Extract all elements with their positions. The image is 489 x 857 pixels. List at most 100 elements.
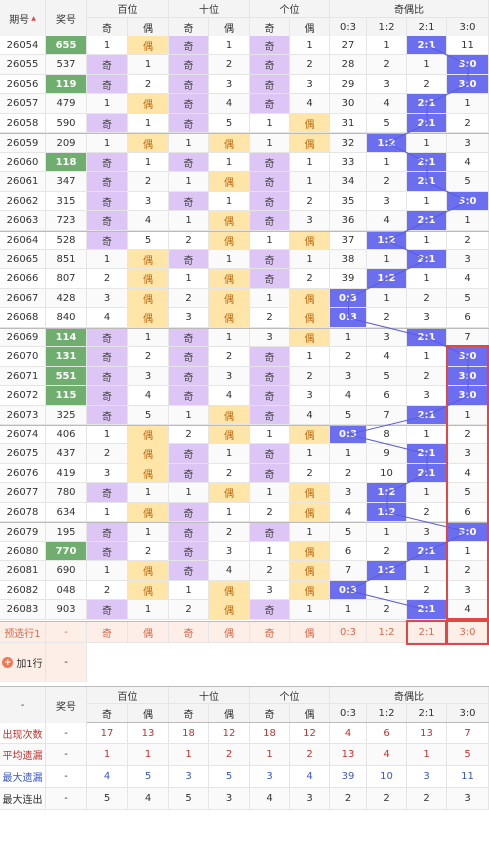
ratio-cell: 2:1 [407,406,447,424]
predict-option[interactable]: 偶 [128,622,169,642]
ratio-cell: 3 [367,75,407,93]
ratio-cell: 2:1 [407,153,447,171]
ratio-cell: 4 [367,347,407,366]
digit-parity-cell: 1 [87,561,128,580]
ratio-cell: 7 [330,561,367,580]
predict-option[interactable]: 偶 [209,622,250,642]
digit-parity-cell: 偶 [128,250,169,268]
period-cell: 26081 [0,561,46,580]
ratio-cell: 28 [330,55,367,74]
ratio-cell: 4 [367,211,407,230]
footer-group-header: 个位 [250,687,330,704]
ratio-cell: 4 [330,503,367,521]
stat-label: 平均遗漏 [0,744,46,765]
digit-parity-cell: 1 [87,94,128,113]
ratio-cell: 0:3 [330,426,367,443]
data-row: 26063 723 奇 4 1 偶奇 3 36 4 2:1 1 [0,211,489,231]
digit-parity-cell: 3 [128,192,169,210]
digit-parity-cell: 奇 [250,367,290,385]
digit-parity-cell: 奇 [169,347,209,366]
predict-option[interactable]: 0:3 [330,622,367,642]
digit-parity-cell: 1 [169,134,209,152]
plus-circle-icon[interactable]: + [2,657,14,668]
ratio-cell: 3:0 [447,192,489,210]
stat-value: 10 [367,766,407,787]
digit-parity-cell: 2 [290,367,330,385]
ratio-cell: 5 [330,523,367,541]
award-number: 115 [46,386,87,405]
digit-parity-cell: 奇 [87,172,128,191]
award-number: 723 [46,211,87,230]
digit-parity-cell: 1 [209,444,250,463]
award-number: 195 [46,523,87,541]
digit-parity-cell: 奇 [87,114,128,132]
ratio-cell: 6 [447,308,489,327]
stat-dash: - [46,788,87,809]
digit-parity-cell: 1 [290,347,330,366]
digit-parity-cell: 奇 [250,172,290,191]
predict-option[interactable]: 2:1 [407,622,447,642]
period-header[interactable]: 期号 ▲ [0,0,46,36]
award-number: 903 [46,600,87,619]
digit-parity-cell: 偶 [128,444,169,463]
sub-header: 0:3 [330,18,367,36]
ratio-cell: 6 [367,386,407,405]
period-cell: 26082 [0,581,46,599]
period-cell: 26065 [0,250,46,268]
ratio-cell: 1 [330,600,367,619]
digit-parity-cell: 奇 [169,444,209,463]
data-row: 26061 347 奇 2 1 偶奇 1 34 2 2:1 5 [0,172,489,192]
award-number: 770 [46,542,87,560]
stat-value: 13 [128,723,169,743]
stat-value: 39 [330,766,367,787]
digit-parity-cell: 2 [290,192,330,210]
award-number: 634 [46,503,87,521]
digit-parity-cell: 3 [87,464,128,482]
predict-option[interactable]: 奇 [250,622,290,642]
ratio-cell: 0:3 [330,289,367,307]
predict-option[interactable]: 奇 [87,622,128,642]
add-row-button[interactable]: + 加1行 [0,643,46,682]
group-header: 百位 [87,0,169,18]
ratio-cell: 2 [330,464,367,482]
period-cell: 26076 [0,464,46,482]
data-row: 26082 048 2 偶 1 偶 3 偶 0:3 1 2 3 [0,581,489,600]
footer-sub-header: 奇 [169,704,209,722]
period-cell: 26075 [0,444,46,463]
predict-option[interactable]: 偶 [290,622,330,642]
period-cell: 26055 [0,55,46,74]
ratio-cell: 2 [407,581,447,599]
digit-parity-cell: 1 [169,269,209,288]
ratio-cell: 3 [447,444,489,463]
predict-row: 预选行1- 奇偶奇偶奇偶 0:3 1:2 2:1 3:0 [0,621,489,643]
ratio-cell: 1:2 [367,232,407,249]
predict-option[interactable]: 3:0 [447,622,489,642]
ratio-cell: 30 [330,94,367,113]
digit-parity-cell: 奇 [250,347,290,366]
period-cell: 26054 [0,36,46,54]
digit-parity-cell: 奇 [169,94,209,113]
digit-parity-cell: 3 [250,329,290,346]
digit-parity-cell: 偶 [290,581,330,599]
predict-option[interactable]: 奇 [169,622,209,642]
ratio-cell: 11 [447,36,489,54]
footer-sub-header: 偶 [128,704,169,722]
predict-option[interactable]: 1:2 [367,622,407,642]
digit-parity-cell: 1 [209,250,250,268]
digit-parity-cell: 2 [250,308,290,327]
award-number: 479 [46,94,87,113]
data-row: 26080 770 奇 2 奇 3 1 偶 6 2 2:1 1 [0,542,489,561]
award-number: 537 [46,55,87,74]
stat-value: 1 [128,744,169,765]
ratio-cell: 39 [330,269,367,288]
digit-parity-cell: 奇 [87,483,128,502]
add-row-label[interactable]: 加1行 [16,659,43,670]
sort-arrow-icon[interactable]: ▲ [31,14,36,22]
stat-row: 平均遗漏 -1 1 1 2 1 2 13 4 1 5 [0,744,489,766]
ratio-cell: 2:1 [407,172,447,191]
digit-parity-cell: 偶 [290,483,330,502]
award-number: 807 [46,269,87,288]
digit-parity-cell: 偶 [209,483,250,502]
digit-parity-cell: 偶 [209,232,250,249]
digit-parity-cell: 偶 [209,600,250,619]
